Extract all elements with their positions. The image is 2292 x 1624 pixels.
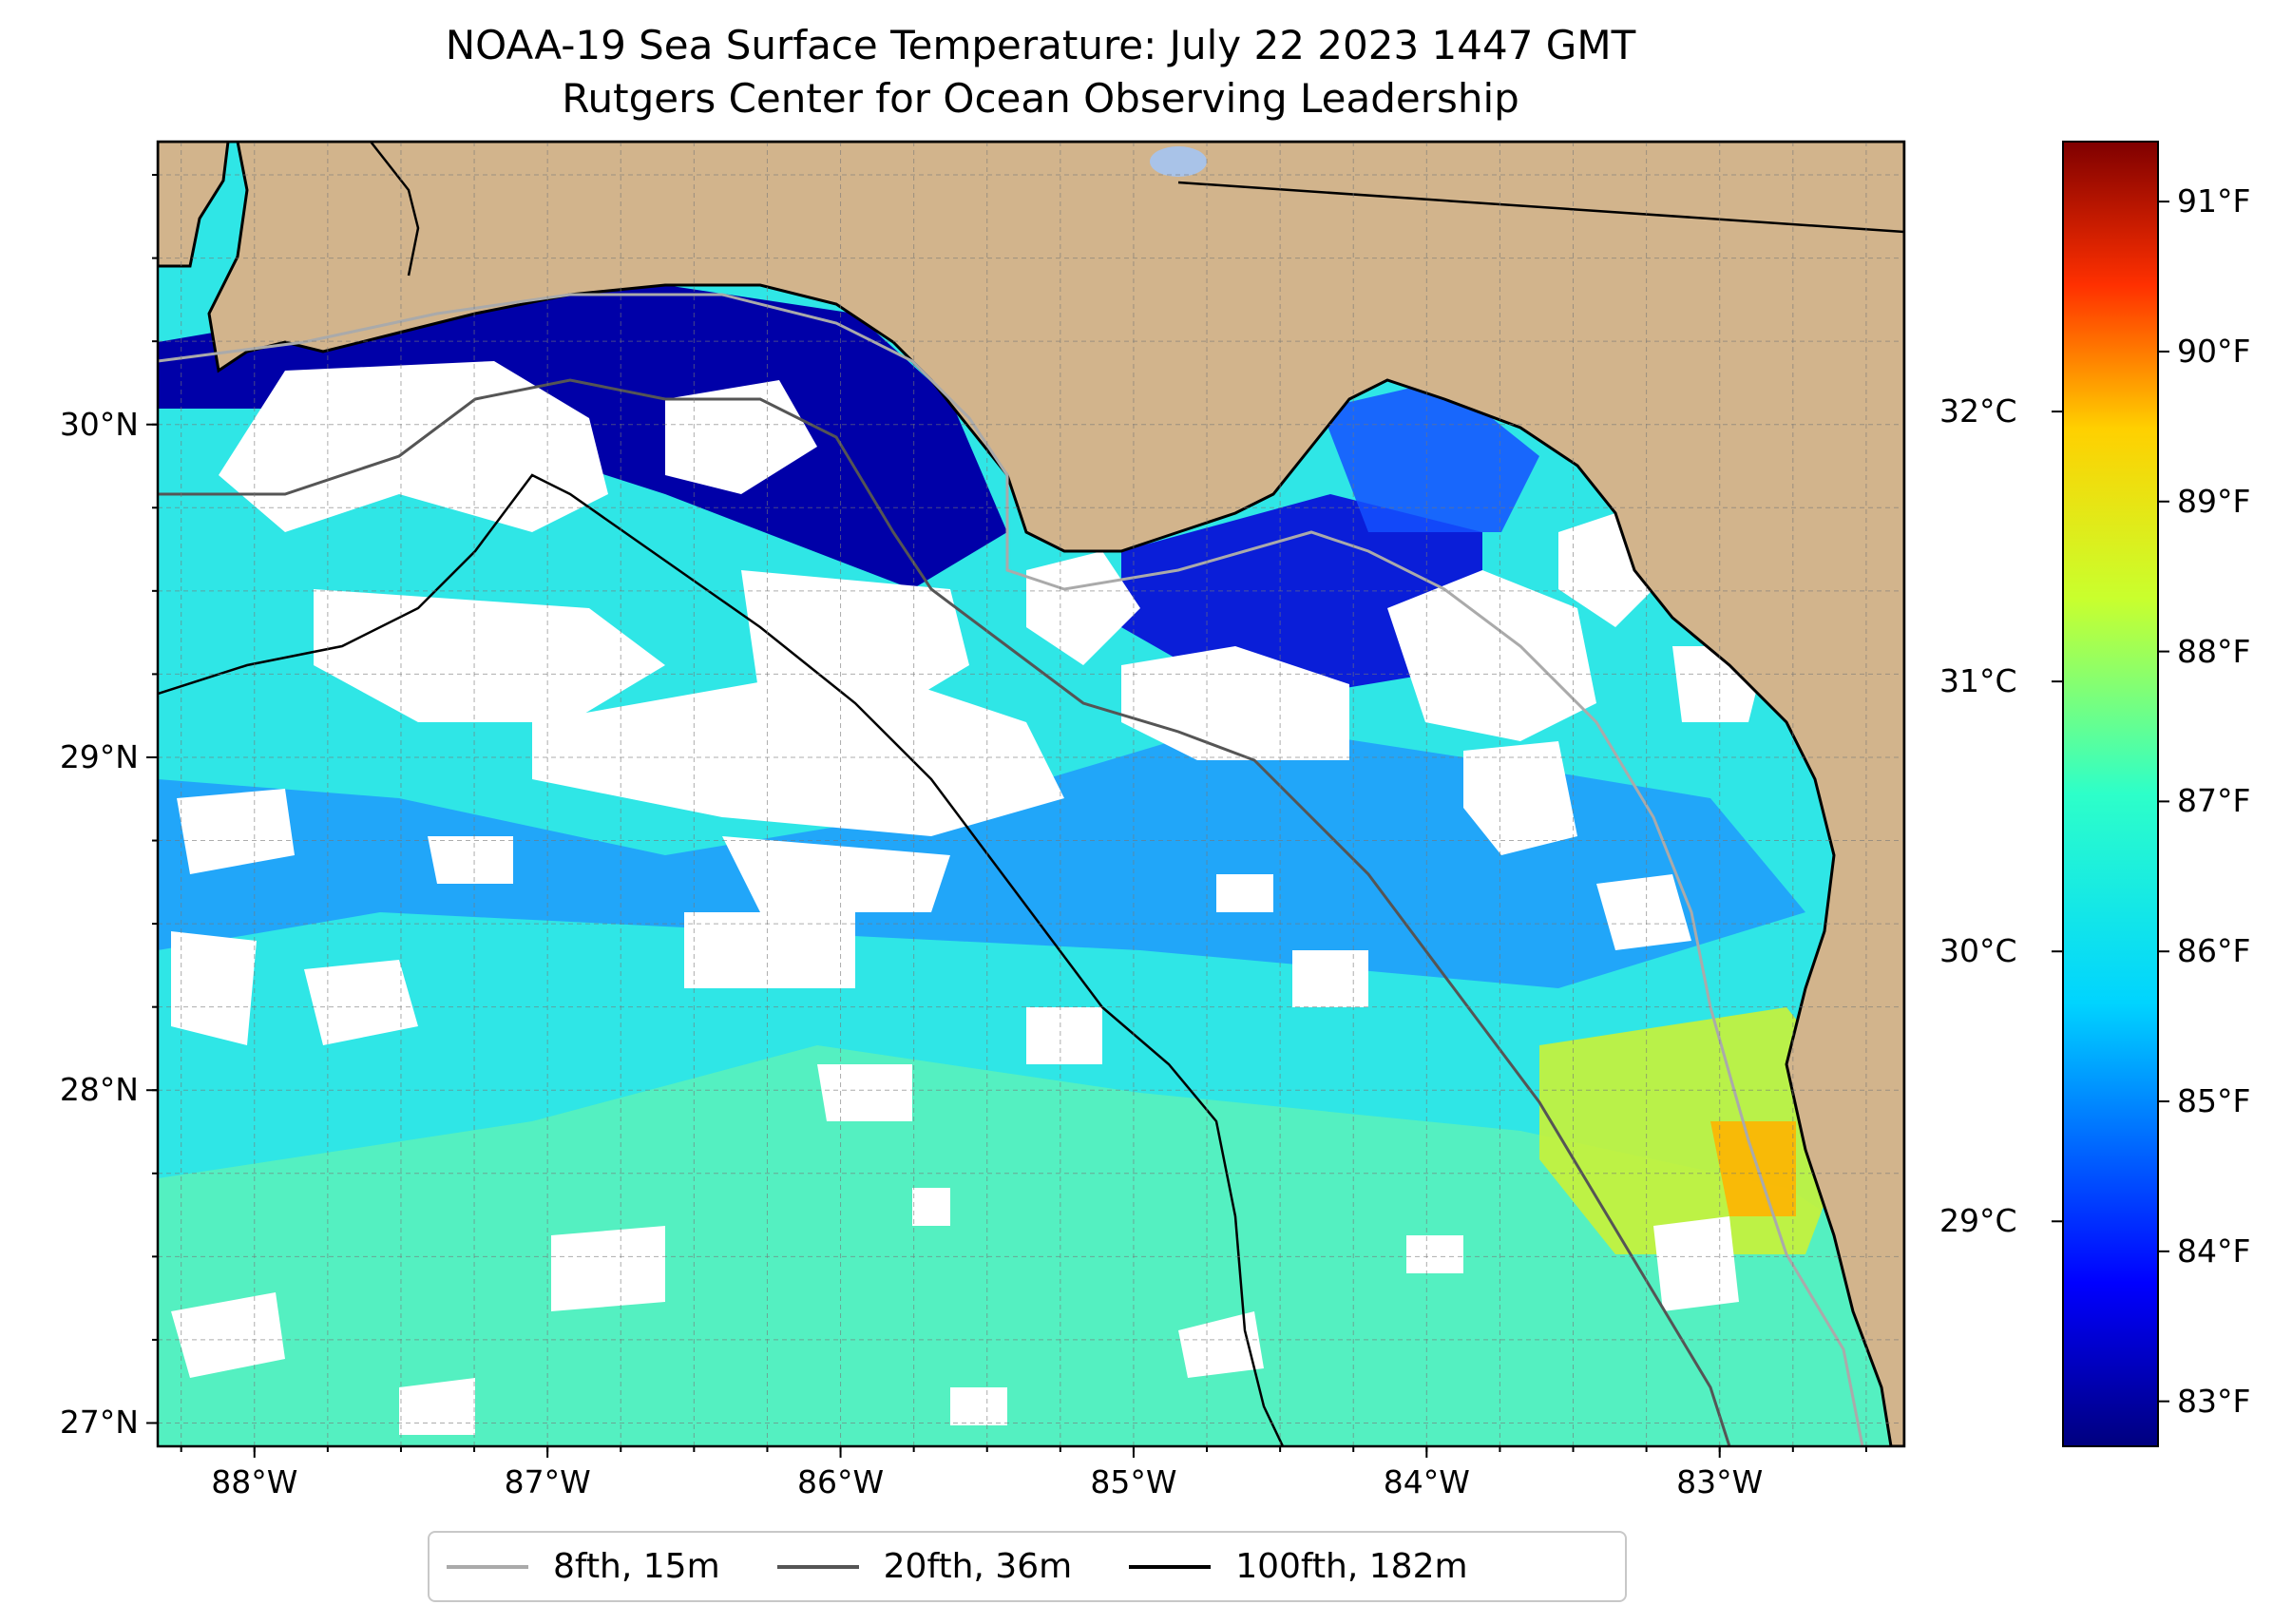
legend-swatch-20fth bbox=[776, 1564, 859, 1569]
state-border-west bbox=[370, 142, 420, 277]
colorbar bbox=[2062, 141, 2159, 1447]
land-mobile-bay bbox=[158, 142, 230, 268]
plot-subtitle: Rutgers Center for Ocean Observing Leade… bbox=[562, 75, 1519, 122]
isobath-legend: 8fth, 15m 20fth, 36m 100fth, 182m bbox=[428, 1531, 1627, 1602]
colorbar-label-f: 91°F bbox=[2177, 182, 2251, 220]
state-border bbox=[1177, 181, 1904, 234]
legend-label-8fth: 8fth, 15m bbox=[553, 1547, 720, 1586]
x-tick-label: 85°W bbox=[1090, 1463, 1177, 1500]
x-tick-label: 84°W bbox=[1383, 1463, 1470, 1500]
legend-swatch-100fth bbox=[1129, 1564, 1212, 1569]
map-ticks bbox=[146, 174, 1867, 1458]
y-tick-label: 30°N bbox=[59, 405, 139, 443]
isobath-20fth bbox=[158, 378, 1731, 1446]
legend-item-100fth: 100fth, 182m bbox=[1129, 1547, 1468, 1586]
colorbar-label-f: 84°F bbox=[2177, 1232, 2251, 1270]
isobath-100fth bbox=[158, 473, 1285, 1446]
lake-seminole bbox=[1150, 146, 1207, 177]
legend-label-100fth: 100fth, 182m bbox=[1235, 1547, 1468, 1586]
sst-cool-bigbend bbox=[1321, 380, 1539, 532]
sst-warm-patch bbox=[158, 1045, 1904, 1446]
y-tick-label: 27°N bbox=[59, 1404, 139, 1442]
sst-hot-spot bbox=[1710, 1121, 1796, 1216]
colorbar-ticks bbox=[2052, 201, 2169, 1403]
x-tick-label: 86°W bbox=[796, 1463, 885, 1500]
y-tick-label: 29°N bbox=[59, 737, 139, 775]
plot-title: NOAA-19 Sea Surface Temperature: July 22… bbox=[445, 22, 1636, 68]
y-tick-label: 28°N bbox=[59, 1071, 139, 1109]
legend-item-8fth: 8fth, 15m bbox=[447, 1547, 720, 1586]
colorbar-label-f: 88°F bbox=[2177, 632, 2251, 670]
land-area bbox=[158, 142, 1904, 1446]
x-tick-label: 83°W bbox=[1676, 1463, 1764, 1500]
colorbar-label-c: 29°C bbox=[1939, 1202, 2017, 1240]
colorbar-label-c: 31°C bbox=[1939, 662, 2017, 700]
colorbar-label-f: 85°F bbox=[2177, 1082, 2251, 1120]
map-frame bbox=[156, 140, 1906, 1448]
x-tick-label: 87°W bbox=[504, 1463, 591, 1500]
sst-cool-band bbox=[158, 722, 1805, 988]
colorbar-label-c: 32°C bbox=[1939, 392, 2017, 430]
colorbar-label-c: 30°C bbox=[1939, 932, 2017, 970]
x-tick-label: 88°W bbox=[211, 1463, 298, 1500]
colorbar-label-f: 90°F bbox=[2177, 332, 2251, 370]
legend-swatch-8fth bbox=[447, 1564, 528, 1569]
colorbar-label-f: 83°F bbox=[2177, 1382, 2251, 1420]
legend-label-20fth: 20fth, 36m bbox=[883, 1547, 1073, 1586]
colorbar-label-f: 89°F bbox=[2177, 482, 2251, 520]
legend-item-20fth: 20fth, 36m bbox=[776, 1547, 1073, 1586]
gridlines bbox=[158, 142, 1904, 1446]
colorbar-label-f: 86°F bbox=[2177, 932, 2251, 970]
colorbar-label-f: 87°F bbox=[2177, 782, 2251, 820]
isobath-8fth bbox=[158, 293, 1864, 1446]
